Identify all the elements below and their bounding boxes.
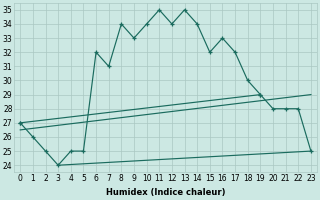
X-axis label: Humidex (Indice chaleur): Humidex (Indice chaleur): [106, 188, 225, 197]
